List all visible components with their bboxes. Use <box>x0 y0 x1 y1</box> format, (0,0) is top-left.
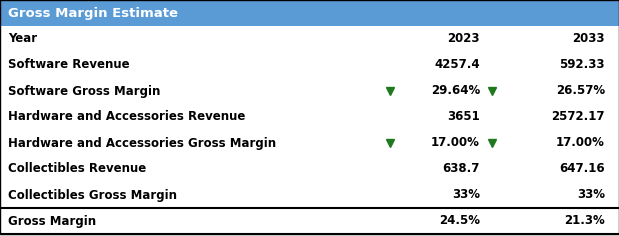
Text: Collectibles Gross Margin: Collectibles Gross Margin <box>8 189 177 202</box>
Text: 17.00%: 17.00% <box>556 136 605 149</box>
Bar <box>0 130 619 156</box>
Text: Gross Margin: Gross Margin <box>8 215 96 228</box>
Text: 17.00%: 17.00% <box>431 136 480 149</box>
Text: 33%: 33% <box>452 189 480 202</box>
Text: Hardware and Accessories Revenue: Hardware and Accessories Revenue <box>8 110 245 123</box>
Text: 33%: 33% <box>577 189 605 202</box>
Text: Hardware and Accessories Gross Margin: Hardware and Accessories Gross Margin <box>8 136 276 149</box>
Text: 2033: 2033 <box>573 33 605 46</box>
Text: Software Gross Margin: Software Gross Margin <box>8 84 160 97</box>
Text: Year: Year <box>8 33 37 46</box>
Bar <box>0 52 619 78</box>
Bar <box>0 182 619 208</box>
Text: 2023: 2023 <box>448 33 480 46</box>
Bar <box>0 0 619 26</box>
Text: Software Revenue: Software Revenue <box>8 59 129 72</box>
Text: 4257.4: 4257.4 <box>435 59 480 72</box>
Text: 638.7: 638.7 <box>443 163 480 176</box>
Bar <box>0 156 619 182</box>
Text: 21.3%: 21.3% <box>565 215 605 228</box>
Bar <box>0 26 619 52</box>
Text: 2572.17: 2572.17 <box>552 110 605 123</box>
Bar <box>0 104 619 130</box>
Bar <box>0 78 619 104</box>
Text: 592.33: 592.33 <box>560 59 605 72</box>
Text: Gross Margin Estimate: Gross Margin Estimate <box>8 7 178 20</box>
Bar <box>0 208 619 234</box>
Text: 29.64%: 29.64% <box>431 84 480 97</box>
Text: 647.16: 647.16 <box>560 163 605 176</box>
Text: 3651: 3651 <box>448 110 480 123</box>
Text: Collectibles Revenue: Collectibles Revenue <box>8 163 146 176</box>
Text: 26.57%: 26.57% <box>556 84 605 97</box>
Text: 24.5%: 24.5% <box>439 215 480 228</box>
